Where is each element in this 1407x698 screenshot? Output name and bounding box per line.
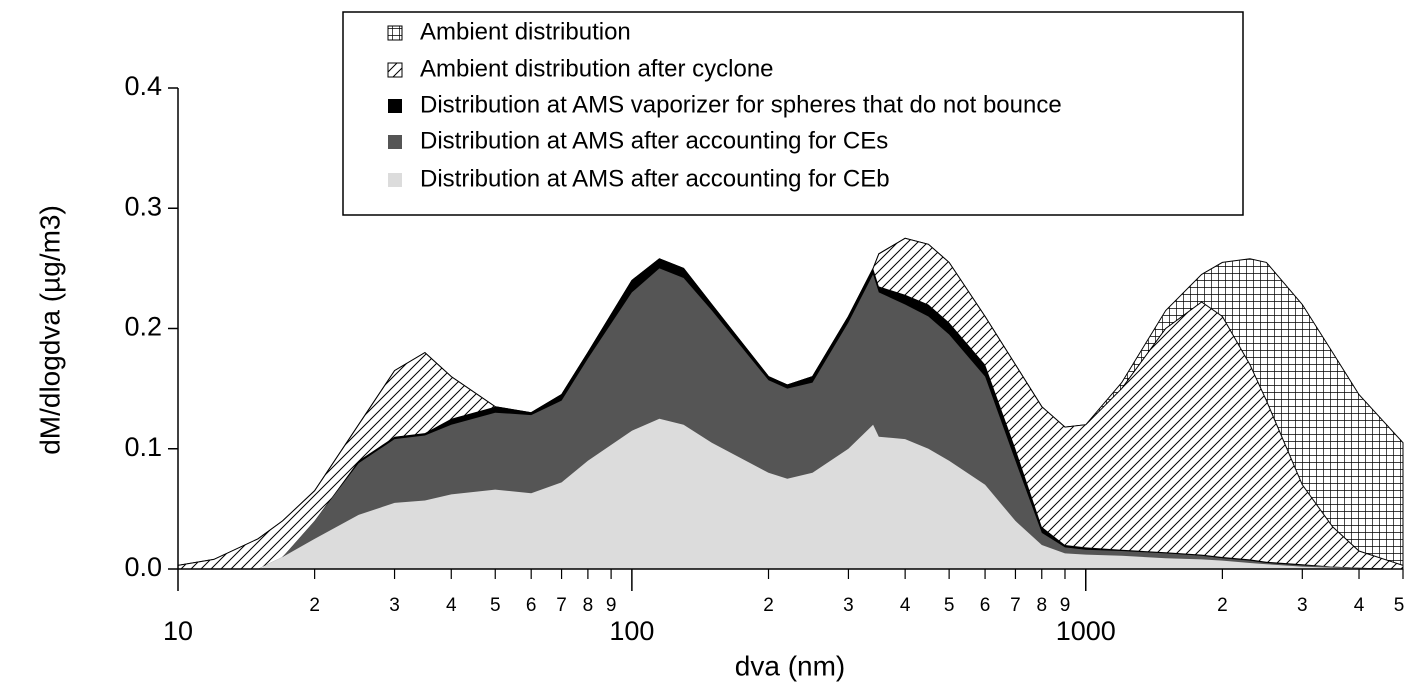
legend-label: Distribution at AMS after accounting for… [420,127,888,154]
x-minor-tick-label: 4 [900,595,911,616]
x-minor-tick-label: 6 [980,595,991,616]
legend-label: Distribution at AMS after accounting for… [420,165,890,192]
x-minor-tick-label: 5 [944,595,955,616]
legend-swatch [388,99,402,113]
y-tick-label: 0.0 [124,552,162,582]
x-minor-tick-label: 7 [1010,595,1021,616]
x-minor-tick-label: 2 [763,595,774,616]
legend-swatch [387,25,403,41]
x-minor-tick-label: 8 [1036,595,1047,616]
x-minor-tick-label: 3 [1297,595,1308,616]
x-minor-tick-label: 4 [446,595,457,616]
x-tick-label: 100 [609,616,654,646]
y-tick-label: 0.2 [124,312,162,342]
x-minor-tick-label: 6 [526,595,537,616]
x-minor-tick-label: 3 [389,595,400,616]
legend-label: Ambient distribution after cyclone [420,55,774,82]
legend-swatch [388,173,402,187]
x-minor-tick-label: 7 [556,595,567,616]
x-tick-label: 10 [163,616,193,646]
x-minor-tick-label: 2 [1217,595,1228,616]
area [178,418,1403,569]
plot-area [178,237,1404,570]
legend: Ambient distribution Ambient distribution… [342,11,1244,216]
x-minor-tick-label: 5 [1394,595,1405,616]
legend-box [342,11,1244,216]
y-tick-label: 0.4 [124,71,162,101]
x-minor-tick-label: 8 [583,595,594,616]
y-axis-label: dM/dlogdva (µg/m3) [34,205,65,455]
y-tick-label: 0.1 [124,432,162,462]
x-minor-tick-label: 4 [1354,595,1365,616]
legend-swatch [387,62,403,78]
y-tick-label: 0.3 [124,191,162,221]
legend-swatch [388,135,402,149]
x-minor-tick-label: 2 [309,595,320,616]
x-minor-tick-label: 3 [843,595,854,616]
legend-label: Ambient distribution [420,18,631,45]
x-minor-tick-label: 9 [606,595,617,616]
legend-label: Distribution at AMS vaporizer for sphere… [420,91,1062,118]
x-tick-label: 1000 [1056,616,1116,646]
x-minor-tick-label: 5 [490,595,501,616]
x-minor-tick-label: 9 [1060,595,1071,616]
x-axis-label: dva (nm) [735,650,845,681]
